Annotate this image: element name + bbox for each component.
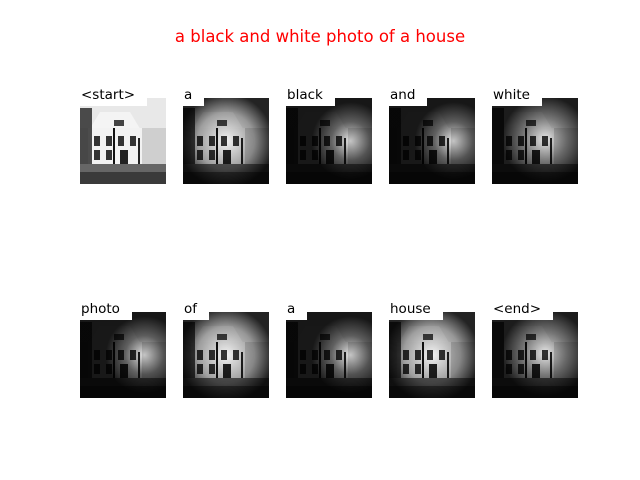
attention-map bbox=[492, 312, 578, 398]
panel: of bbox=[183, 300, 269, 398]
panel: a bbox=[183, 86, 269, 184]
attention-map bbox=[183, 312, 269, 398]
attention-map bbox=[389, 312, 475, 398]
panel-word: <end> bbox=[492, 300, 554, 320]
panel: white bbox=[492, 86, 578, 184]
panel: photo bbox=[80, 300, 166, 398]
panel: and bbox=[389, 86, 475, 184]
panel: <start> bbox=[80, 86, 166, 184]
caption-title: a black and white photo of a house bbox=[174, 27, 466, 46]
panel-word: a bbox=[183, 86, 205, 106]
house-photo bbox=[80, 98, 166, 184]
panel-word: <start> bbox=[80, 86, 148, 106]
attention-grid: <start> a black and white photo of bbox=[80, 86, 578, 398]
attention-map bbox=[183, 98, 269, 184]
panel-word: white bbox=[492, 86, 542, 106]
panel: <end> bbox=[492, 300, 578, 398]
panel-word: house bbox=[389, 300, 443, 320]
panel: house bbox=[389, 300, 475, 398]
panel: black bbox=[286, 86, 372, 184]
panel-word: a bbox=[286, 300, 308, 320]
panel: a bbox=[286, 300, 372, 398]
attention-map bbox=[80, 312, 166, 398]
panel-word: black bbox=[286, 86, 335, 106]
panel-word: photo bbox=[80, 300, 132, 320]
attention-map bbox=[286, 312, 372, 398]
attention-map bbox=[492, 98, 578, 184]
attention-map bbox=[286, 98, 372, 184]
panel-word: and bbox=[389, 86, 428, 106]
attention-map bbox=[389, 98, 475, 184]
panel-word: of bbox=[183, 300, 210, 320]
